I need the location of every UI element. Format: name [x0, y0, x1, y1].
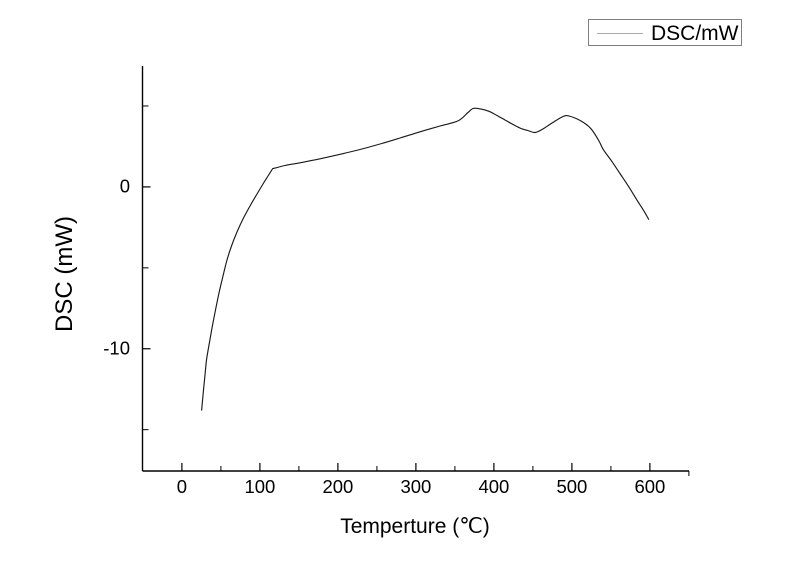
- svg-text:0: 0: [177, 476, 187, 497]
- svg-text:600: 600: [634, 476, 665, 497]
- svg-text:400: 400: [478, 476, 509, 497]
- svg-text:100: 100: [244, 476, 275, 497]
- svg-text:500: 500: [556, 476, 587, 497]
- svg-text:-10: -10: [103, 338, 130, 359]
- svg-text:Temperture (℃): Temperture (℃): [340, 515, 490, 538]
- svg-text:0: 0: [120, 176, 130, 197]
- svg-text:DSC (mW): DSC (mW): [51, 216, 78, 332]
- svg-text:300: 300: [400, 476, 431, 497]
- svg-text:200: 200: [322, 476, 353, 497]
